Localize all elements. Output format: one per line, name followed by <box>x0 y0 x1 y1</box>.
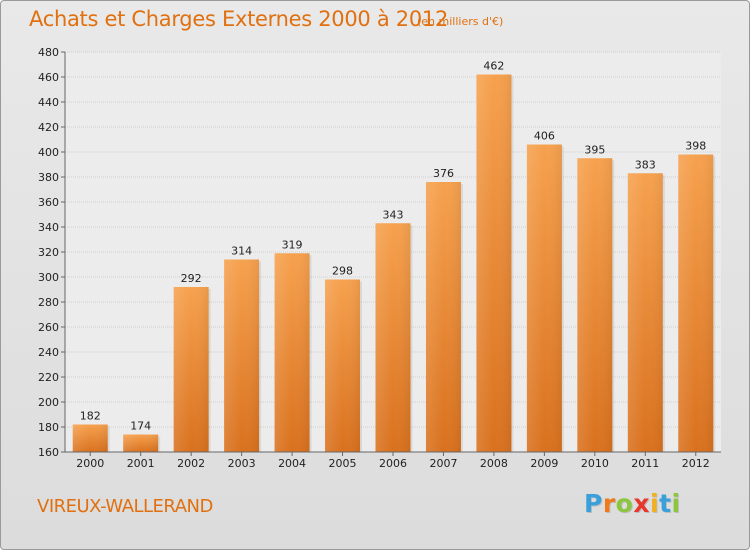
data-label: 174 <box>130 420 151 433</box>
y-tick-label: 440 <box>38 96 59 109</box>
y-tick-label: 400 <box>38 146 59 159</box>
y-tick-label: 480 <box>38 46 59 59</box>
logo-letter: i <box>671 489 681 518</box>
y-tick-label: 420 <box>38 121 59 134</box>
data-label: 406 <box>534 130 555 143</box>
bar-highlight <box>476 74 512 452</box>
y-tick-label: 380 <box>38 171 59 184</box>
data-label: 298 <box>332 265 353 278</box>
x-tick-label: 2000 <box>76 457 104 470</box>
bar-highlight <box>274 253 310 452</box>
logo-letter: i <box>650 489 660 518</box>
place-name: VIREUX-WALLERAND <box>37 496 213 517</box>
y-tick-label: 220 <box>38 371 59 384</box>
y-tick-label: 260 <box>38 321 59 334</box>
bar-highlight <box>72 424 108 452</box>
data-label: 376 <box>433 167 454 180</box>
data-label: 343 <box>383 208 404 221</box>
chart-title: Achats et Charges Externes 2000 à 2012 <box>29 7 449 31</box>
x-tick-label: 2006 <box>379 457 407 470</box>
logo-letter: P <box>584 489 603 518</box>
bar-highlight <box>375 223 411 452</box>
data-label: 398 <box>685 140 706 153</box>
bar-highlight <box>224 259 260 452</box>
chart-subtitle: (en milliers d'€) <box>417 15 504 28</box>
data-label: 314 <box>231 245 252 258</box>
logo-letter: r <box>602 489 616 518</box>
y-tick-label: 200 <box>38 396 59 409</box>
y-tick-label: 340 <box>38 221 59 234</box>
y-tick-label: 180 <box>38 421 59 434</box>
x-tick-label: 2007 <box>429 457 457 470</box>
y-tick-label: 320 <box>38 246 59 259</box>
y-tick-label: 300 <box>38 271 59 284</box>
x-tick-label: 2009 <box>530 457 558 470</box>
x-tick-label: 2011 <box>631 457 659 470</box>
data-label: 395 <box>584 143 605 156</box>
logo-letter: o <box>615 489 634 518</box>
x-tick-label: 2012 <box>682 457 710 470</box>
data-label: 319 <box>282 238 303 251</box>
proxiti-logo: Proxiti <box>584 489 681 518</box>
y-tick-label: 160 <box>38 446 59 459</box>
data-label: 182 <box>80 410 101 423</box>
bar-highlight <box>425 182 461 452</box>
y-tick-label: 240 <box>38 346 59 359</box>
bar-highlight <box>526 144 562 452</box>
bar-highlight <box>577 158 613 452</box>
y-tick-label: 360 <box>38 196 59 209</box>
data-label: 292 <box>181 272 202 285</box>
bar-highlight <box>173 287 209 452</box>
x-tick-label: 2001 <box>127 457 155 470</box>
data-label: 462 <box>483 60 504 73</box>
logo-letter: t <box>659 489 672 518</box>
x-tick-label: 2003 <box>228 457 256 470</box>
logo-letter: x <box>633 489 650 518</box>
x-tick-label: 2010 <box>581 457 609 470</box>
bar-highlight <box>627 173 663 452</box>
x-tick-label: 2008 <box>480 457 508 470</box>
bar-highlight <box>325 279 361 452</box>
y-tick-label: 460 <box>38 71 59 84</box>
bar-highlight <box>123 434 159 452</box>
bar-highlight <box>678 154 714 452</box>
x-tick-label: 2005 <box>329 457 357 470</box>
y-tick-label: 280 <box>38 296 59 309</box>
data-label: 383 <box>635 158 656 171</box>
x-tick-label: 2002 <box>177 457 205 470</box>
x-tick-label: 2004 <box>278 457 306 470</box>
